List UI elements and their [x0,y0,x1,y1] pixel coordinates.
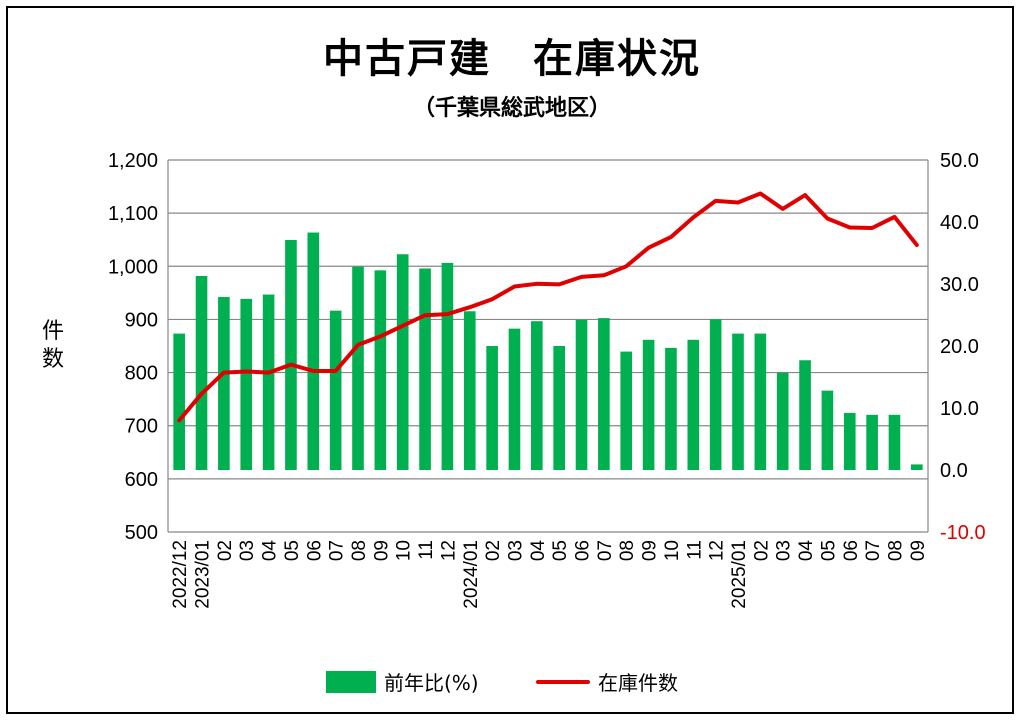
left-tick-label: 1,000 [108,256,158,278]
x-tick-label: 04 [528,540,549,562]
y-axis-label: 件数 [41,319,64,372]
bar [173,333,185,470]
bar [642,339,655,470]
x-tick-label: 2022/12 [170,540,191,609]
x-tick-label: 10 [394,540,415,561]
x-tick-label: 12 [707,540,728,561]
bar [911,464,923,470]
bar [508,328,521,470]
x-tick-label: 02 [483,540,504,561]
x-tick-label: 11 [684,540,705,560]
left-tick-label: 600 [125,469,158,491]
x-tick-label: 07 [327,540,348,561]
left-tick-label: 1,200 [108,150,158,172]
bar [732,333,744,470]
x-tick-label: 04 [796,540,817,562]
left-tick-label: 1,100 [108,203,158,225]
bar [553,346,565,470]
right-tick-label: 20.0 [940,336,979,358]
left-tick-label: 900 [125,309,158,331]
x-tick-label: 03 [774,540,795,561]
bar [262,294,275,470]
x-tick-label: 06 [304,540,325,561]
x-tick-label: 2025/01 [729,540,750,609]
bar [396,254,409,470]
bar [799,360,811,470]
x-tick-label: 07 [863,540,884,561]
legend-label-bar: 前年比(%) [384,671,479,695]
series-line-inventory [177,191,919,423]
bar [665,347,677,470]
x-tick-label: 04 [260,540,281,562]
right-tick-label: 40.0 [940,212,979,234]
bar [843,412,856,470]
bar [821,390,834,470]
x-tick-label: 06 [841,540,862,561]
x-tick-label: 09 [371,540,392,561]
legend-label-line: 在庫件数 [598,671,678,695]
bar [531,321,543,470]
left-tick-label: 800 [125,363,158,385]
bar [598,318,610,470]
bar [486,346,498,470]
bar [866,414,878,470]
bar [218,297,230,470]
x-tick-label: 03 [237,540,258,561]
x-tick-label: 11 [416,540,437,560]
bar [352,266,364,470]
left-tick-label: 700 [125,416,158,438]
x-tick-label: 05 [282,540,303,561]
right-tick-label: 30.0 [940,274,979,296]
bar [285,239,297,470]
x-tick-label: 09 [640,540,661,561]
right-tick-label: 50.0 [940,150,979,172]
right-tick-label: 0.0 [940,460,968,482]
bar [754,333,767,470]
bar [307,232,320,470]
x-tick-label: 08 [349,540,370,561]
legend-swatch-bar [326,671,376,693]
bar [195,275,208,470]
x-tick-label: 08 [617,540,638,561]
x-tick-label: 03 [505,540,526,561]
right-tick-label: 10.0 [940,398,979,420]
bar [419,268,431,470]
right-tick-label: -10.0 [940,522,986,544]
bar [463,311,476,470]
chart-title: 中古戸建 在庫状況 [323,36,701,82]
x-tick-label: 12 [438,540,459,561]
bar [240,298,253,470]
chart-subtitle: （千葉県総武地区） [412,96,611,121]
bar [709,319,722,470]
bar [620,351,633,470]
bar [888,414,901,470]
bar [687,339,700,470]
bar [441,262,454,470]
x-tick-label: 10 [662,540,683,561]
bar [575,319,588,470]
x-tick-label: 09 [908,540,929,561]
x-tick-label: 05 [550,540,571,561]
x-tick-label: 2023/01 [193,540,214,609]
left-tick-label: 500 [125,522,158,544]
x-tick-label: 07 [595,540,616,561]
x-tick-label: 08 [885,540,906,561]
x-tick-label: 05 [818,540,839,561]
x-tick-label: 2024/01 [461,540,482,609]
bar [374,270,387,470]
x-tick-label: 06 [573,540,594,561]
bar [329,310,342,470]
bar [776,372,789,470]
x-tick-label: 02 [751,540,772,561]
x-tick-label: 02 [215,540,236,561]
